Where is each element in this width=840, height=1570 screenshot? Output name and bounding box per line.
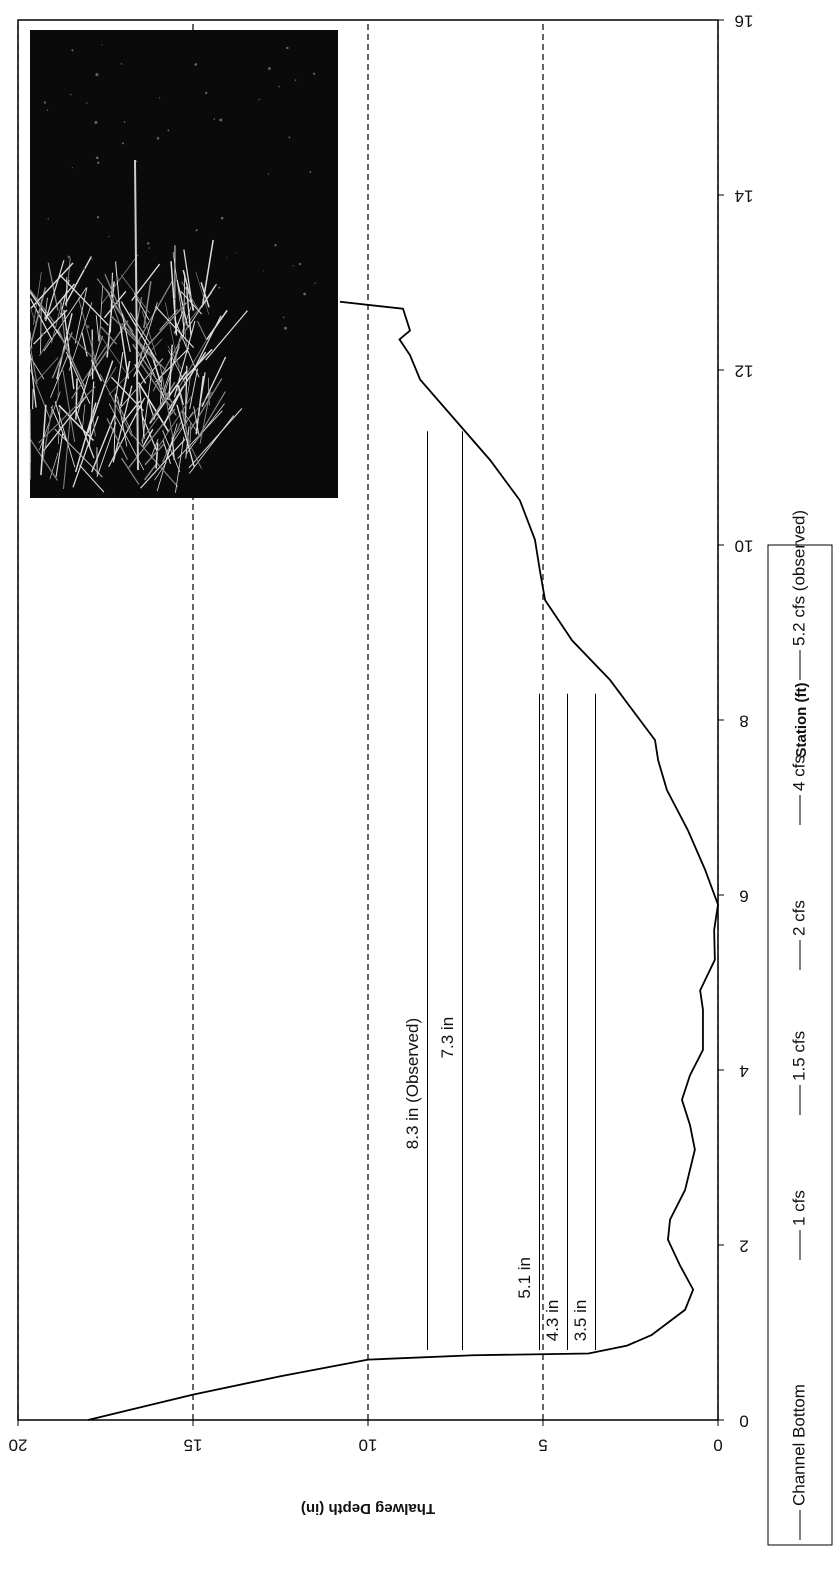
photo-speck (86, 102, 87, 103)
photo-speck (97, 162, 99, 164)
line-label: 7.3 in (438, 1017, 457, 1059)
y-tick-label: 10 (359, 1436, 378, 1455)
photo-speck (136, 161, 137, 162)
photo-speck (147, 242, 149, 244)
y-axis-title: Thalweg Depth (in) (301, 1500, 435, 1517)
photo-speck (124, 121, 126, 123)
y-tick-label: 5 (538, 1436, 547, 1455)
photo-speck (92, 259, 93, 260)
photo-speck (47, 109, 48, 110)
photo-speck (72, 167, 73, 168)
photo-speck (123, 278, 125, 280)
photo-speck (213, 118, 215, 120)
y-tick-label: 0 (713, 1436, 722, 1455)
photo-speck (283, 316, 285, 318)
x-tick-label: 12 (735, 362, 754, 381)
photo-speck (62, 317, 65, 320)
line-label: 3.5 in (571, 1300, 590, 1342)
photo-speck (94, 121, 97, 124)
x-tick-label: 2 (739, 1237, 748, 1256)
photo-speck (205, 92, 207, 94)
photo-speck (263, 270, 264, 271)
photo-speck (122, 142, 124, 144)
photo-grass (190, 422, 191, 442)
photo-speck (116, 277, 119, 280)
x-axis-title: Station (ft) (793, 683, 810, 758)
photo-speck (309, 171, 311, 173)
legend-label: 4 cfs (789, 755, 808, 791)
photo-speck (96, 156, 99, 159)
y-tick-label: 20 (9, 1436, 28, 1455)
photo-speck (226, 257, 227, 258)
photo-speck (196, 229, 198, 231)
photo-speck (149, 247, 151, 249)
line-label: 4.3 in (543, 1300, 562, 1342)
x-tick-label: 8 (739, 712, 748, 731)
photo-speck (121, 63, 123, 65)
line-label: 5.1 in (515, 1257, 534, 1299)
photo-speck (219, 119, 222, 122)
photo-speck (278, 86, 280, 88)
x-tick-label: 6 (739, 887, 748, 906)
photo-speck (86, 325, 89, 328)
photo-speck (313, 73, 315, 75)
photo-speck (286, 47, 288, 49)
photo-speck (295, 79, 297, 81)
legend-label: 1.5 cfs (789, 1031, 808, 1081)
legend-label: 5.2 cfs (observed) (789, 510, 808, 646)
photo-speck (44, 101, 46, 103)
x-tick-label: 16 (735, 12, 754, 31)
y-tick-label: 15 (184, 1436, 203, 1455)
photo-speck (102, 44, 103, 45)
photo-speck (274, 244, 276, 246)
photo-speck (303, 293, 306, 296)
legend-label: 1 cfs (789, 1190, 808, 1226)
x-tick-label: 10 (735, 537, 754, 556)
photo-speck (268, 173, 269, 174)
photo-speck (221, 217, 224, 220)
photo-speck (68, 256, 71, 259)
chart: Station (ft) Thalweg Depth (in) 05101520… (0, 0, 840, 1570)
photo-speck (288, 137, 290, 139)
photo-speck (218, 287, 220, 289)
legend-label: 2 cfs (789, 900, 808, 936)
photo-speck (194, 63, 197, 66)
photo-speck (299, 263, 301, 265)
photo-speck (293, 265, 294, 266)
photo-speck (315, 283, 316, 284)
x-tick-label: 14 (735, 187, 754, 206)
photo-speck (71, 49, 73, 51)
photo-speck (157, 137, 160, 140)
photo-speck (83, 268, 85, 270)
photo-speck (167, 129, 169, 131)
photo-speck (70, 94, 71, 95)
photo-speck (284, 327, 287, 330)
photo-speck (97, 216, 99, 218)
photo-speck (174, 298, 175, 299)
photo-speck (108, 236, 109, 237)
photo-speck (159, 97, 160, 98)
x-tick-label: 0 (739, 1412, 748, 1431)
photo-speck (111, 317, 113, 319)
legend-label: Channel Bottom (789, 1384, 808, 1506)
photo-speck (41, 333, 44, 336)
photo-speck (235, 252, 236, 253)
photo (30, 30, 338, 498)
photo-speck (259, 99, 260, 100)
line-label: 8.3 in (Observed) (403, 1018, 422, 1149)
photo-speck (268, 67, 271, 70)
photo-speck (47, 218, 48, 219)
x-tick-label: 4 (739, 1062, 748, 1081)
photo-speck (95, 73, 98, 76)
